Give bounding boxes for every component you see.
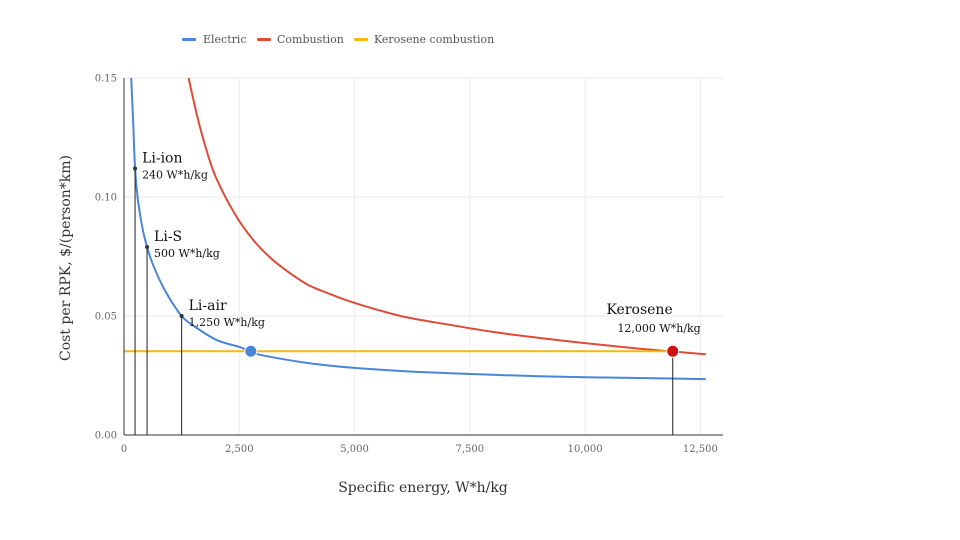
annotation-subtitle-li_ion: 240 W*h/kg bbox=[142, 168, 208, 181]
annotation-title-li_s: Li-S bbox=[154, 229, 182, 245]
y-tick-label: 0.05 bbox=[95, 312, 117, 323]
annotation-title-li_ion: Li-ion bbox=[142, 150, 182, 166]
kerosene-point bbox=[666, 344, 680, 358]
annotation-subtitle-li_air: 1,250 W*h/kg bbox=[189, 316, 265, 329]
annotation-subtitle-li_s: 500 W*h/kg bbox=[154, 247, 220, 260]
legend-swatch-electric bbox=[182, 38, 196, 41]
x-tick-label: 0 bbox=[121, 444, 127, 455]
point-dot-li_s bbox=[145, 244, 150, 249]
legend-item-kerosene-combustion[interactable]: Kerosene combustion bbox=[354, 33, 494, 46]
point-dot-li_ion bbox=[133, 166, 138, 171]
x-tick-label: 10,000 bbox=[568, 444, 603, 455]
y-tick-label: 0.15 bbox=[95, 74, 117, 85]
x-tick-label: 2,500 bbox=[225, 444, 254, 455]
drop-lines bbox=[133, 166, 674, 435]
x-tick-label: 5,000 bbox=[340, 444, 369, 455]
y-tick-label: 0.00 bbox=[95, 431, 117, 442]
legend-label-combustion: Combustion bbox=[277, 33, 344, 46]
legend-swatch-combustion bbox=[257, 38, 271, 41]
y-axis-title: Cost per RPK, $/(person*km) bbox=[58, 155, 74, 361]
x-tick-label: 12,500 bbox=[683, 444, 718, 455]
legend-label-kerosene-combustion: Kerosene combustion bbox=[374, 33, 494, 46]
y-tick-label: 0.10 bbox=[95, 193, 117, 204]
series-line-combustion bbox=[187, 78, 706, 356]
legend-item-electric[interactable]: Electric bbox=[182, 33, 247, 46]
legend: Electric Combustion Kerosene combustion bbox=[182, 33, 494, 46]
annotation-title-li_air: Li-air bbox=[189, 298, 227, 314]
tick-labels: 0.00 0.05 0.10 0.15 0 2,500 5,000 7,500 10,000 12… bbox=[95, 74, 718, 456]
x-axis-title: Specific energy, W*h/kg bbox=[338, 480, 508, 496]
series-line-electric bbox=[130, 78, 706, 381]
legend-label-electric: Electric bbox=[203, 33, 247, 46]
series-lines bbox=[124, 78, 706, 381]
annotation-title-kerosene: Kerosene bbox=[606, 302, 672, 318]
legend-swatch-kerosene-combustion bbox=[354, 38, 368, 41]
annotations: Li-ion 240 W*h/kg Li-S 500 W*h/kg Li-air 1,25… bbox=[142, 150, 701, 335]
x-tick-label: 7,500 bbox=[456, 444, 485, 455]
annotation-subtitle-kerosene: 12,000 W*h/kg bbox=[617, 322, 700, 335]
electric-breakeven-point bbox=[244, 344, 258, 358]
legend-item-combustion[interactable]: Combustion bbox=[257, 33, 344, 46]
point-markers bbox=[244, 344, 680, 358]
point-dot-li_air bbox=[179, 314, 184, 318]
gridlines bbox=[124, 77, 723, 435]
